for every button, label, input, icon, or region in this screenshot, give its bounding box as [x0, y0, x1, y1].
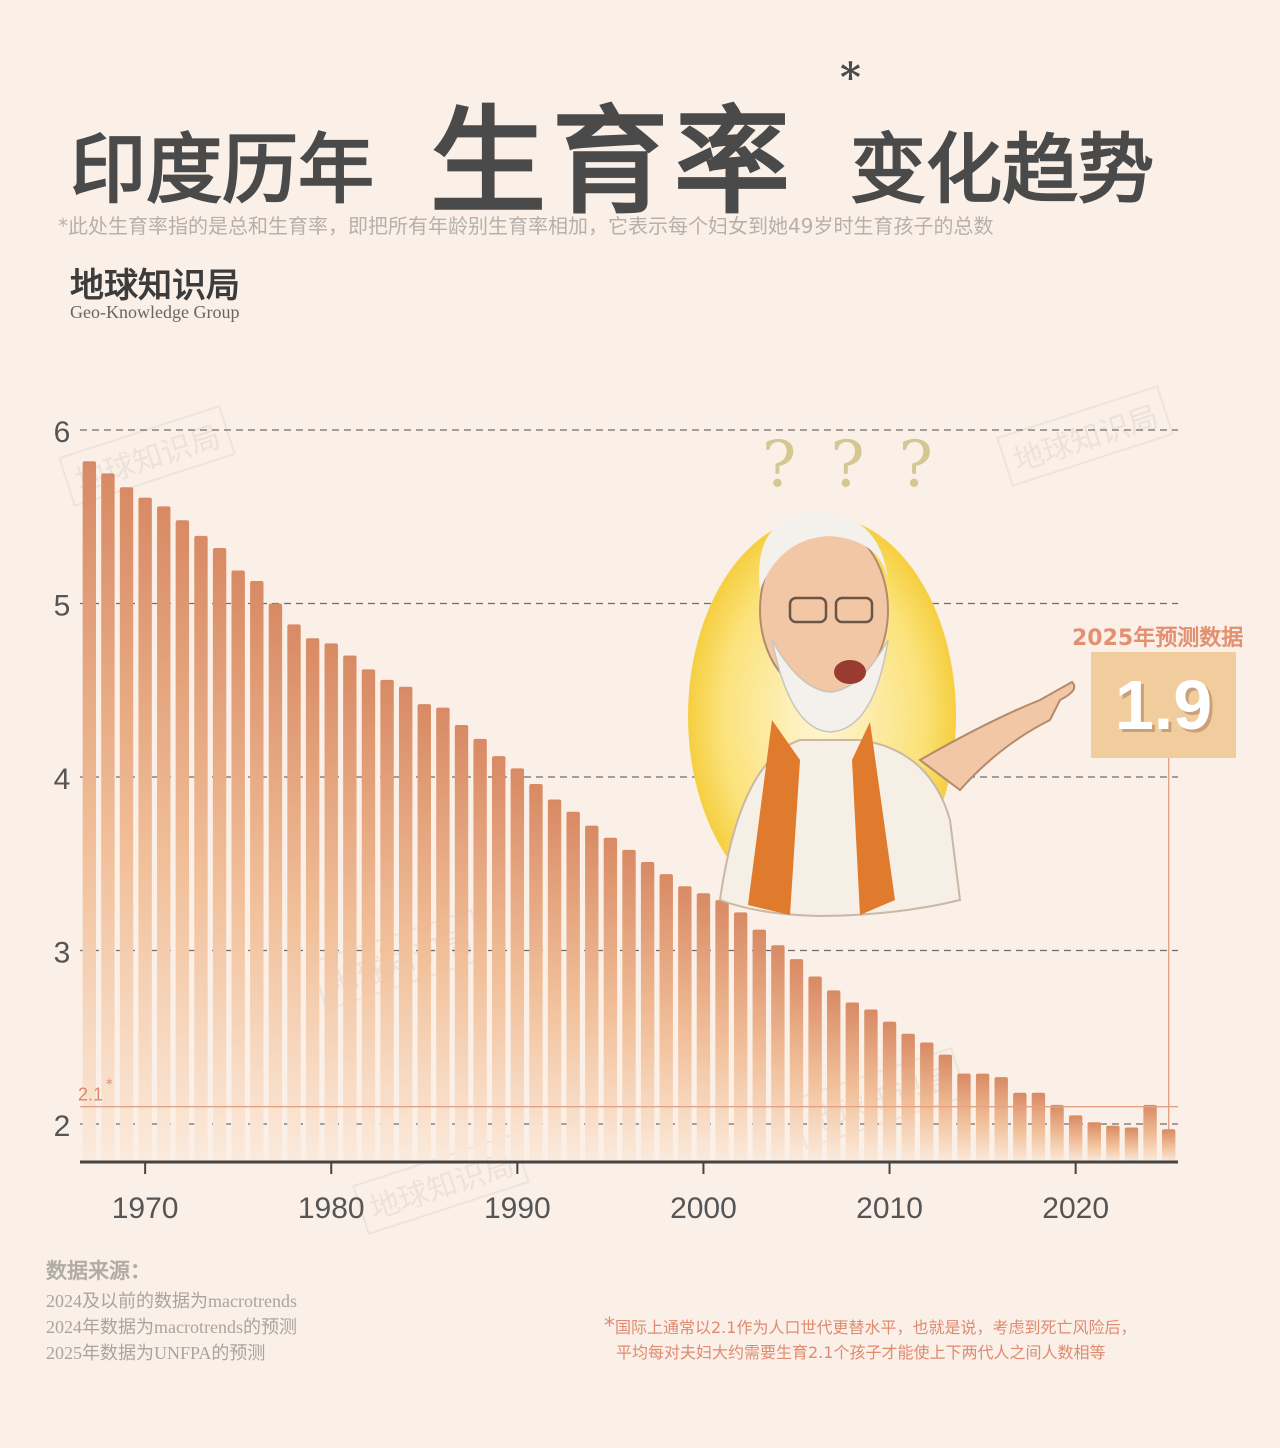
y-tick-label: 4 [54, 763, 71, 796]
source-line: 2025年数据为UNFPA的预测 [46, 1343, 266, 1363]
bar-2003 [752, 929, 766, 1162]
y-tick-label: 6 [54, 416, 71, 449]
bar-1981 [343, 655, 357, 1162]
x-tick-label: 2020 [1042, 1192, 1109, 1225]
bar-2005 [789, 959, 804, 1162]
bar-1976 [250, 580, 264, 1162]
bar-2008 [845, 1002, 860, 1162]
bar-1986 [436, 707, 450, 1162]
title-part1: 印度历年 [70, 125, 374, 214]
bar-1984 [398, 686, 413, 1162]
bar-1972 [175, 520, 190, 1162]
x-tick-label: 1990 [484, 1192, 551, 1225]
source-heading: 数据来源： [46, 1259, 151, 1283]
brand-name-en: Geo-Knowledge Group [70, 302, 240, 322]
x-tick-label: 1980 [298, 1192, 365, 1225]
bar-1989 [492, 756, 506, 1162]
source-line: 2024及以前的数据为macrotrends [46, 1291, 297, 1311]
bar-1999 [678, 886, 692, 1162]
bar-1979 [305, 638, 320, 1162]
person-illustration [688, 511, 1076, 918]
bar-1969 [119, 487, 134, 1162]
bar-1985 [417, 704, 431, 1162]
bar-1973 [194, 535, 208, 1162]
bar-2025 [1161, 1129, 1176, 1162]
reference-line-group: 2.1 * [78, 758, 1178, 1130]
highlight-value: 1.9 [1114, 666, 1213, 744]
bar-1993 [566, 811, 580, 1162]
data-source: 数据来源： 2024及以前的数据为macrotrends 2024年数据为mac… [46, 1258, 297, 1366]
x-tick-label: 2010 [856, 1192, 923, 1225]
bar-2011 [901, 1033, 915, 1162]
bar-2009 [864, 1009, 878, 1162]
bar-1982 [361, 669, 376, 1162]
bar-1991 [529, 783, 543, 1162]
bar-2006 [808, 976, 822, 1162]
bars [82, 461, 1176, 1163]
y-tick-label: 2 [54, 1110, 71, 1143]
bar-2004 [771, 945, 785, 1162]
bar-2015 [975, 1073, 990, 1162]
bar-1971 [157, 506, 171, 1163]
source-line: 2024年数据为macrotrends的预测 [46, 1317, 297, 1337]
bar-1987 [454, 724, 469, 1162]
brand-name-cn: 地球知识局 [70, 266, 240, 306]
x-tick-label: 2000 [670, 1192, 737, 1225]
axes: 2 3 4 5 6 1970 1980 1990 2000 2010 2020 [54, 416, 1178, 1225]
reference-line-label: 2.1 [78, 1085, 103, 1105]
subtitle-note: *此处生育率指的是总和生育率，即把所有年龄别生育率相加，它表示每个妇女到她49岁… [58, 214, 994, 238]
bar-2012 [920, 1042, 934, 1162]
y-tick-label: 5 [54, 590, 71, 623]
bar-2014 [957, 1073, 971, 1162]
footnote-star: * [604, 1314, 615, 1339]
replacement-level-footnote: *国际上通常以2.1作为人口世代更替水平，也就是说，考虑到死亡风险后， 平均每对… [604, 1314, 1136, 1365]
footnote-line2: 平均每对夫妇大约需要生育2.1个孩子才能使上下两代人之间人数相等 [616, 1343, 1106, 1362]
bar-1994 [585, 825, 599, 1162]
bar-2016 [994, 1077, 1008, 1162]
bar-1998 [659, 874, 673, 1162]
bar-1970 [138, 497, 152, 1162]
bar-2007 [827, 990, 841, 1162]
bar-1968 [101, 473, 115, 1162]
bar-1997 [640, 862, 655, 1162]
bar-1978 [287, 624, 301, 1162]
bar-2001 [715, 900, 729, 1162]
bar-2019 [1050, 1104, 1064, 1162]
y-tick-label: 3 [54, 937, 71, 970]
bar-1974 [212, 547, 227, 1162]
x-tick-label: 1970 [112, 1192, 179, 1225]
reference-line-label-star: * [106, 1078, 113, 1093]
bar-2020 [1068, 1115, 1083, 1162]
bar-1980 [324, 643, 338, 1162]
bar-2002 [733, 912, 748, 1162]
title-part3: 变化趋势 [850, 125, 1154, 214]
bar-2018 [1031, 1092, 1046, 1162]
question-marks: ??? [762, 428, 967, 502]
bar-1983 [380, 679, 394, 1162]
bar-1995 [603, 837, 618, 1162]
highlight-value-badge: 1.9 [1091, 652, 1236, 758]
chart-title: 印度历年 生育率 * 变化趋势 [70, 54, 1230, 230]
bar-1988 [473, 738, 487, 1162]
bar-1990 [510, 768, 525, 1162]
bar-2024 [1143, 1104, 1157, 1162]
bar-2000 [696, 893, 711, 1162]
bar-2022 [1106, 1125, 1120, 1162]
bar-1975 [231, 570, 245, 1162]
bar-2010 [882, 1021, 897, 1162]
highlight-label: 2025年预测数据 [1072, 626, 1244, 651]
title-star: * [840, 54, 861, 101]
bar-1967 [82, 461, 97, 1163]
bar-2023 [1124, 1127, 1139, 1162]
bar-2021 [1087, 1122, 1101, 1162]
bar-1977 [268, 603, 283, 1162]
bar-2013 [938, 1054, 953, 1162]
title-part2: 生育率 [430, 94, 796, 230]
footnote-line1: 国际上通常以2.1作为人口世代更替水平，也就是说，考虑到死亡风险后， [615, 1318, 1137, 1337]
bar-2017 [1013, 1092, 1027, 1162]
bar-1992 [547, 799, 562, 1162]
bar-1996 [622, 849, 636, 1162]
